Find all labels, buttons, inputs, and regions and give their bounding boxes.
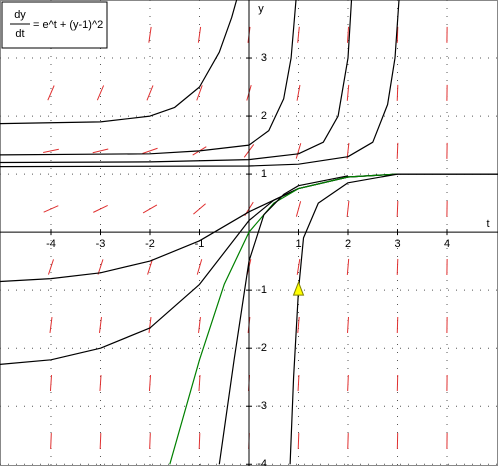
slope-segment: [346, 258, 350, 275]
slope-segment: [347, 316, 349, 333]
y-tick-label: 1: [261, 168, 267, 180]
slope-segment: [99, 374, 102, 392]
slope-segment: [148, 26, 152, 43]
equation-rhs: = e^t + (y-1)^2: [33, 19, 103, 31]
slope-segment: [43, 148, 59, 154]
slope-segment: [198, 374, 201, 392]
initial-point: [292, 280, 305, 296]
x-tick-label: 2: [345, 238, 351, 250]
slope-segment: [147, 259, 153, 275]
y-tick-label: -1: [257, 284, 267, 296]
x-tick-label: -1: [195, 238, 205, 250]
slope-segment: [295, 201, 302, 217]
slope-segment: [146, 85, 154, 101]
slope-segment: [99, 433, 102, 450]
slope-segment: [396, 142, 399, 159]
slope-segment: [193, 203, 206, 215]
slope-segment: [346, 200, 350, 217]
x-tick-label: 4: [444, 238, 450, 250]
slope-segment: [197, 26, 202, 43]
solution-curve: [218, 175, 349, 465]
slope-segment: [396, 316, 399, 333]
solution-curve: [0, 0, 238, 125]
slope-segment: [297, 316, 300, 333]
slope-segment: [347, 374, 349, 392]
slope-segment: [50, 433, 52, 450]
slope-segment: [296, 84, 301, 101]
slope-segment: [97, 259, 104, 275]
x-tick-label: -2: [145, 238, 155, 250]
slope-segment: [346, 26, 350, 43]
x-tick-label: 3: [394, 238, 400, 250]
slope-segment: [96, 85, 105, 101]
slope-segment: [196, 85, 203, 101]
equation-denominator: dt: [15, 28, 24, 40]
slope-segment: [297, 433, 300, 450]
y-tick-label: -3: [257, 400, 267, 412]
y-tick-label: -2: [257, 342, 267, 354]
y-tick-label: -4: [257, 458, 267, 466]
slope-segment: [297, 374, 300, 392]
slope-segment: [93, 205, 108, 213]
slope-segment: [198, 316, 201, 333]
slope-segment: [396, 26, 399, 43]
slope-segment: [142, 147, 158, 154]
x-tick-label: 1: [295, 238, 301, 250]
x-axis-label: t: [486, 218, 489, 230]
slope-segment: [297, 26, 300, 43]
slope-segment: [142, 204, 158, 214]
slope-segment: [148, 316, 152, 333]
slope-segment: [43, 205, 59, 213]
slope-segment: [396, 258, 399, 275]
solution-curve: [169, 173, 398, 465]
slope-segment: [296, 258, 301, 275]
equation-box: [1, 1, 108, 49]
solution-curve: [0, 0, 353, 164]
solution-curve: [0, 0, 400, 168]
equation-numerator: dy: [14, 9, 26, 21]
solution-curve: [289, 173, 498, 465]
slope-segment: [99, 316, 102, 333]
slope-segment: [198, 433, 201, 450]
slope-segment: [346, 84, 350, 101]
y-tick-label: 2: [261, 110, 267, 122]
slope-segment: [148, 374, 152, 392]
slope-segment: [149, 433, 151, 450]
slope-segment: [396, 200, 399, 217]
slope-segment: [49, 374, 53, 392]
slope-segment: [295, 143, 302, 159]
slope-segment: [47, 85, 55, 101]
solution-curve: [0, 0, 297, 156]
y-axis-label: y: [258, 3, 264, 15]
slope-segment: [48, 259, 54, 275]
slope-segment: [49, 316, 53, 333]
slope-segment: [92, 148, 109, 154]
x-tick-label: -3: [96, 238, 106, 250]
slope-segment: [396, 84, 399, 101]
y-tick-label: 3: [261, 52, 267, 64]
slope-segment: [196, 259, 203, 275]
x-tick-label: -4: [46, 238, 56, 250]
